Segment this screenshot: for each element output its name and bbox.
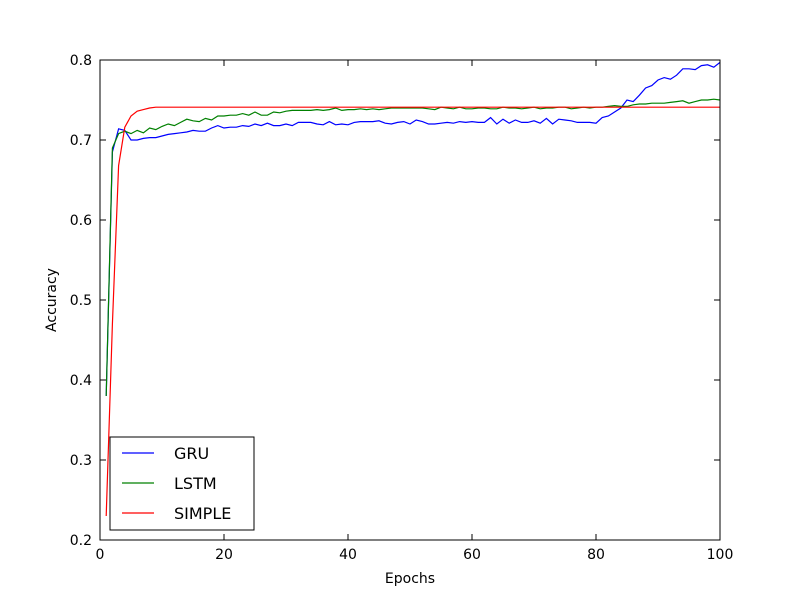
- series-line-simple: [105, 106, 720, 517]
- x-tick-label: 80: [587, 547, 605, 563]
- x-tick-label: 100: [707, 547, 734, 563]
- x-tick-label: 20: [215, 547, 233, 563]
- y-tick-label: 0.2: [70, 533, 92, 549]
- legend-label-gru: GRU: [174, 444, 209, 463]
- x-tick-label: 40: [339, 547, 357, 563]
- series-line-gru: [105, 61, 721, 397]
- y-tick-label: 0.8: [70, 53, 92, 69]
- x-axis-title: Epochs: [385, 571, 435, 587]
- x-tick-label: 60: [463, 547, 481, 563]
- y-tick-label: 0.6: [70, 213, 92, 229]
- series-layer: [105, 61, 721, 517]
- y-tick-label: 0.3: [70, 453, 92, 469]
- tick-layer: 0 20 40 60 80 100 0.2 0.3 0.4 0.5 0.6 0.7 0.8: [70, 53, 734, 563]
- y-tick-label: 0.4: [70, 373, 92, 389]
- y-tick-label: 0.5: [70, 293, 92, 309]
- x-tick-label: 0: [96, 547, 105, 563]
- legend: GRU LSTM SIMPLE: [109, 436, 255, 531]
- y-tick-label: 0.7: [70, 133, 92, 149]
- legend-label-simple: SIMPLE: [174, 504, 231, 523]
- series-line-lstm: [105, 98, 721, 397]
- y-axis-title: Accuracy: [44, 268, 60, 332]
- legend-label-lstm: LSTM: [174, 474, 217, 493]
